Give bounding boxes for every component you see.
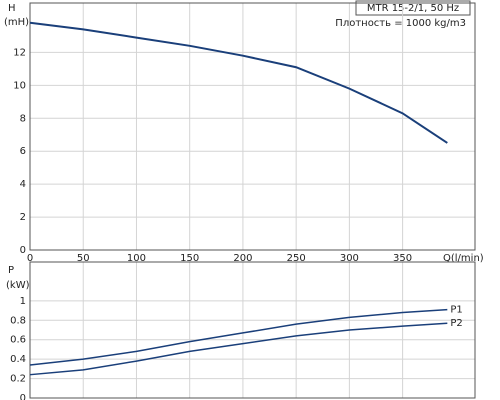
y-tick-label: 0.6 <box>10 335 26 346</box>
y-tick-label: 8 <box>20 113 26 124</box>
plot-frame <box>29 261 476 399</box>
y-tick-label: 0.4 <box>10 354 26 365</box>
x-tick-label: 300 <box>340 253 359 264</box>
y-tick-label: 4 <box>20 179 26 190</box>
line-series <box>29 308 448 366</box>
title-box <box>355 0 471 16</box>
y-tick-label: 0.2 <box>10 374 26 385</box>
subtitle: Плотность = 1000 kg/m3 <box>335 18 466 29</box>
y-tick-label: 0 <box>20 393 26 400</box>
y-tick-label: 1 <box>20 296 26 307</box>
y-tick-label: 10 <box>13 80 26 91</box>
y-tick-label: 2 <box>20 212 26 223</box>
series-label: P2 <box>450 318 462 329</box>
y-tick-label: 0 <box>20 245 26 256</box>
y-label: H <box>8 3 16 14</box>
y-label: P <box>8 265 14 276</box>
x-tick-label: 150 <box>180 253 199 264</box>
line-series <box>29 21 448 144</box>
y-unit: (kW) <box>6 280 30 291</box>
x-tick-label: 0 <box>27 253 33 264</box>
y-tick-label: 6 <box>20 146 26 157</box>
series-label: P1 <box>450 305 462 316</box>
x-tick-label: 50 <box>77 253 90 264</box>
x-tick-label: 350 <box>393 253 412 264</box>
x-label: Q(l/min) <box>443 253 484 264</box>
y-tick-label: 12 <box>13 47 26 58</box>
chart-title: MTR 15-2/1, 50 Hz <box>367 3 459 14</box>
line-series <box>29 322 448 376</box>
plot-frame <box>29 2 476 251</box>
x-tick-label: 250 <box>287 253 306 264</box>
x-tick-label: 200 <box>233 253 252 264</box>
y-unit: (mH) <box>4 17 29 28</box>
y-tick-label: 0.8 <box>10 315 26 326</box>
x-tick-label: 100 <box>127 253 146 264</box>
